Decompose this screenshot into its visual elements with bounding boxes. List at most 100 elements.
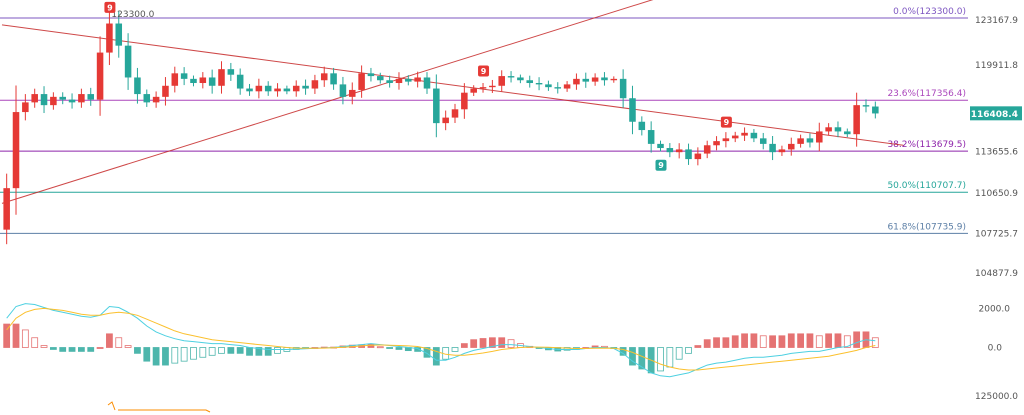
- candle: [414, 77, 421, 82]
- candle: [778, 149, 786, 153]
- candle: [591, 77, 599, 82]
- macd-histogram-bar: [227, 347, 235, 354]
- candle: [423, 77, 431, 89]
- macd-histogram-bar: [787, 333, 795, 348]
- candle: [31, 94, 38, 103]
- candle: [619, 78, 627, 99]
- macd-histogram-bar: [741, 333, 748, 348]
- candle: [59, 96, 66, 100]
- candle: [395, 78, 403, 84]
- candle: [50, 96, 57, 106]
- macd-dea-line: [6, 307, 876, 371]
- macd-histogram-bar: [675, 347, 683, 360]
- macd-histogram-bar: [106, 333, 113, 348]
- candle: [787, 143, 795, 150]
- candle: [255, 85, 263, 92]
- candle: [853, 105, 860, 135]
- candle: [844, 131, 851, 135]
- macd-zero-label: 0.0: [988, 344, 1003, 354]
- candle: [629, 98, 636, 122]
- candle: [694, 153, 702, 160]
- macd-histogram-bar: [246, 347, 253, 356]
- candle: [433, 88, 440, 124]
- lower-panel-line: [107, 401, 211, 413]
- macd-histogram-bar: [78, 347, 85, 352]
- macd-histogram-bar: [666, 347, 674, 368]
- macd-histogram-bar: [507, 339, 515, 348]
- price-axis: 123167.9 119911.8 113655.6 110650.9 107725.7…: [970, 16, 1022, 402]
- td-marker-badge: [104, 1, 116, 13]
- candle: [573, 78, 580, 85]
- candle: [675, 149, 683, 153]
- candle: [489, 85, 496, 88]
- td-marker-badge: [655, 159, 667, 171]
- price-tick-label: 104877.9: [975, 269, 1018, 279]
- candle: [535, 83, 543, 85]
- macd-histogram-bar: [470, 339, 478, 348]
- fib-label: 23.6%(117356.4): [887, 89, 966, 99]
- candle: [554, 87, 562, 89]
- candle: [563, 84, 571, 89]
- macd-histogram-bar: [488, 337, 496, 348]
- fib-label: 0.0%(123300.0): [893, 7, 966, 17]
- macd-histogram-bar: [152, 347, 160, 366]
- candle: [22, 102, 29, 113]
- macd-histogram-bar: [376, 346, 384, 349]
- price-tick-label: 123167.9: [975, 16, 1018, 26]
- macd-histogram-bar: [769, 335, 776, 348]
- candle: [302, 85, 309, 89]
- macd-histogram-bar: [208, 347, 216, 356]
- candle: [377, 76, 384, 81]
- macd-histogram-bar: [414, 347, 422, 352]
- td-marker-label: 9: [658, 161, 664, 170]
- candle: [545, 84, 552, 88]
- candle: [218, 69, 225, 86]
- candle: [171, 73, 179, 86]
- macd-histogram-bar: [843, 335, 851, 348]
- candle: [236, 74, 244, 89]
- candle: [96, 52, 104, 100]
- candle: [647, 130, 655, 144]
- candle: [264, 85, 272, 92]
- candle: [582, 78, 590, 82]
- macd-histogram-bar: [59, 347, 67, 352]
- candle: [806, 138, 814, 143]
- candle: [872, 106, 879, 114]
- candle: [657, 143, 664, 149]
- candle: [311, 80, 319, 89]
- td-marker-label: 9: [107, 3, 113, 12]
- macd-histogram-bar: [395, 347, 403, 350]
- macd-histogram-bar: [87, 347, 95, 352]
- macd-histogram-bar: [806, 333, 814, 348]
- macd-histogram-bar: [124, 345, 132, 348]
- candle: [750, 132, 758, 139]
- candle: [685, 149, 692, 160]
- candle: [703, 145, 711, 154]
- candle: [461, 92, 468, 110]
- td-marker-badge: [720, 116, 732, 128]
- lower-panel-label: 125000.0: [975, 392, 1018, 402]
- macd-histogram-bar: [797, 333, 804, 348]
- macd-histogram-bar: [199, 347, 207, 358]
- candle: [246, 88, 253, 92]
- candle: [797, 138, 804, 144]
- candle: [442, 117, 449, 124]
- macd-histogram-bar: [274, 347, 281, 354]
- macd-histogram-bar: [460, 343, 468, 348]
- current-price-label: 116408.4: [971, 110, 1018, 120]
- candle: [274, 88, 281, 92]
- macd-histogram-bar: [171, 347, 179, 364]
- macd-histogram-bar: [218, 347, 225, 354]
- candle: [199, 77, 207, 84]
- macd-histogram-bar: [871, 337, 879, 348]
- candle: [162, 85, 169, 97]
- candle: [358, 73, 365, 90]
- macd-histogram-bar: [162, 347, 169, 366]
- candle: [862, 105, 870, 107]
- macd-top-label: 2000.0: [979, 304, 1011, 314]
- macd-histogram-bar: [498, 337, 506, 348]
- macd-histogram-bar: [31, 337, 39, 348]
- candle: [143, 94, 151, 103]
- macd-histogram-bar: [750, 333, 758, 348]
- macd-histogram-bar: [853, 331, 861, 348]
